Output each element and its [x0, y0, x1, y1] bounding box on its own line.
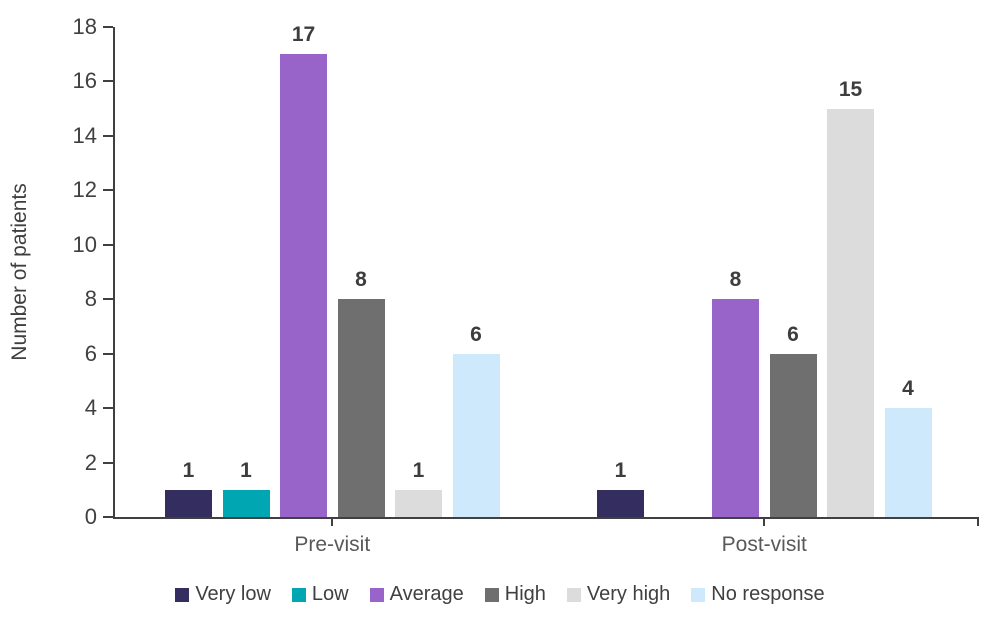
legend-label-very-low: Very low: [195, 583, 271, 605]
legend-item-average: Average: [369, 583, 464, 606]
bar-value-post-visit-very-high: 15: [838, 78, 863, 101]
y-axis-tick-label: 10: [72, 231, 97, 257]
plot-area: 0 2 4 6 8 10 12 14 16 18 1 1 17 8 1 6 1 8 6 15 4 Pre-visit P…: [73, 16, 979, 556]
y-axis-tick: [103, 189, 113, 192]
bar-value-post-visit-average: 8: [729, 268, 742, 291]
bar-value-post-visit-high: 6: [787, 323, 799, 346]
legend-label-average: Average: [389, 583, 464, 605]
legend-swatch-low: [291, 587, 306, 602]
legend-swatch-no-response: [691, 587, 706, 602]
bar-value-pre-visit-very-high: 1: [412, 459, 425, 482]
y-axis-tick-label: 6: [84, 340, 97, 366]
y-axis-tick-label: 8: [84, 286, 97, 312]
legend-item-no-response: No response: [691, 583, 825, 606]
legend-item-high: High: [484, 583, 546, 606]
bar-pre-visit-low: [222, 490, 270, 517]
bar-pre-visit-average: [280, 54, 327, 517]
y-axis-tick: [103, 461, 113, 464]
x-category-label: Pre-visit: [294, 533, 371, 556]
legend-item-very-high: Very high: [566, 583, 671, 606]
y-axis-title: Number of patients: [8, 183, 31, 361]
x-axis-tick: [331, 517, 334, 526]
y-axis-tick: [103, 26, 113, 28]
y-axis-tick: [103, 134, 113, 137]
x-axis-end-tick: [977, 517, 979, 526]
legend-swatch-very-high: [566, 587, 581, 602]
y-axis-tick: [103, 407, 113, 410]
bar-post-visit-very-high: [827, 109, 874, 517]
bar-post-visit-no-response: [884, 408, 932, 517]
bar-pre-visit-very-high: [395, 490, 442, 517]
y-axis-tick: [103, 352, 113, 355]
y-axis-tick-label: 14: [72, 122, 97, 148]
bar-post-visit-average: [712, 299, 759, 517]
legend-swatch-high: [484, 587, 499, 602]
y-axis-tick-label: 0: [84, 504, 97, 529]
y-axis-tick-label: 18: [72, 14, 97, 39]
y-axis-tick-label: 4: [84, 395, 97, 421]
x-category-label: Post-visit: [721, 533, 807, 556]
y-axis-tick-label: 16: [72, 68, 97, 94]
y-axis-tick: [103, 80, 113, 83]
legend-label-high: High: [504, 583, 546, 605]
bar-value-post-visit-no-response: 4: [902, 377, 914, 400]
bar-value-pre-visit-no-response: 6: [470, 323, 482, 346]
y-axis-tick: [103, 298, 113, 301]
legend-label-no-response: No response: [711, 583, 825, 605]
legend-label-low: Low: [311, 583, 349, 605]
bar-post-visit-high: [769, 354, 817, 517]
y-axis-tick: [103, 243, 113, 246]
bar-pre-visit-high: [337, 299, 385, 517]
bar-pre-visit-very-low: [165, 490, 212, 517]
y-axis-tick-label: 2: [84, 449, 97, 475]
bar-value-pre-visit-very-low: 1: [182, 459, 195, 482]
x-axis-tick: [763, 517, 766, 526]
bar-post-visit-very-low: [597, 490, 644, 517]
legend-swatch-average: [369, 587, 384, 602]
legend-item-very-low: Very low: [175, 583, 271, 606]
bar-value-pre-visit-average: 17: [291, 23, 316, 46]
bar-value-pre-visit-high: 8: [355, 268, 367, 291]
y-axis-tick-label: 12: [72, 177, 97, 203]
bar-value-post-visit-very-low: 1: [614, 459, 627, 482]
legend-label-very-high: Very high: [586, 583, 671, 605]
bar-pre-visit-no-response: [452, 354, 500, 517]
legend-item-low: Low: [291, 583, 349, 606]
legend-swatch-very-low: [175, 587, 190, 602]
legend: Very low Low Average High Very high No respon…: [0, 583, 1000, 606]
y-axis-tick: [103, 516, 113, 518]
bar-value-pre-visit-low: 1: [240, 459, 252, 482]
